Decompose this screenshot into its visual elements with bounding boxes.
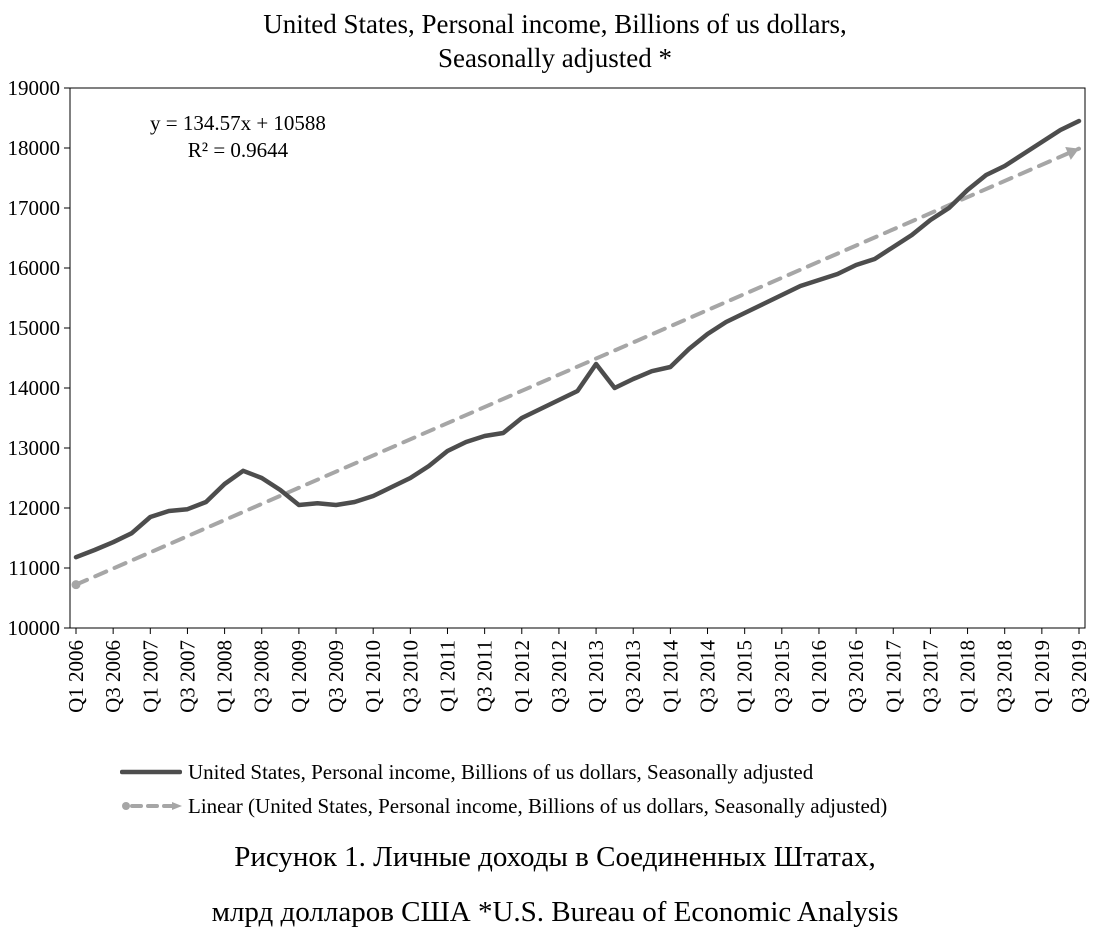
svg-text:11000: 11000 [8, 556, 60, 580]
legend-item-trend: Linear (United States, Personal income, … [120, 792, 887, 820]
svg-text:16000: 16000 [8, 256, 61, 280]
svg-text:19000: 19000 [8, 78, 61, 100]
svg-text:Q1 2008: Q1 2008 [213, 640, 237, 713]
chart-plot: 10000 11000 12000 13000 14000 15000 16000 17000… [0, 78, 1110, 753]
svg-text:Q1 2013: Q1 2013 [584, 640, 608, 713]
legend-label-series: United States, Personal income, Billions… [188, 760, 813, 785]
legend-item-series: United States, Personal income, Billions… [120, 758, 887, 786]
svg-text:Q3 2014: Q3 2014 [696, 640, 720, 713]
svg-text:Q3 2011: Q3 2011 [473, 640, 497, 712]
svg-text:Q1 2016: Q1 2016 [807, 640, 831, 713]
svg-text:Q3 2019: Q3 2019 [1067, 640, 1091, 713]
svg-text:Q3 2010: Q3 2010 [398, 640, 422, 713]
svg-text:Q1 2015: Q1 2015 [733, 640, 757, 713]
svg-text:Q1 2014: Q1 2014 [658, 640, 682, 713]
svg-text:Q1 2006: Q1 2006 [64, 640, 88, 713]
svg-text:Q3 2009: Q3 2009 [324, 640, 348, 713]
svg-text:Q1 2009: Q1 2009 [287, 640, 311, 713]
legend-swatch-dashed [120, 794, 182, 818]
svg-text:Q3 2016: Q3 2016 [844, 640, 868, 713]
svg-text:Q3 2018: Q3 2018 [993, 640, 1017, 713]
svg-text:Q1 2012: Q1 2012 [510, 640, 534, 713]
svg-text:13000: 13000 [8, 436, 61, 460]
svg-text:15000: 15000 [8, 316, 61, 340]
svg-text:Q3 2013: Q3 2013 [621, 640, 645, 713]
chart-legend: United States, Personal income, Billions… [120, 758, 887, 826]
svg-text:Q1 2010: Q1 2010 [361, 640, 385, 713]
chart-svg: 10000 11000 12000 13000 14000 15000 16000 17000… [0, 78, 1110, 748]
caption-line2: млрд долларов США *U.S. Bureau of Econom… [212, 896, 899, 928]
svg-text:Q3 2012: Q3 2012 [547, 640, 571, 713]
svg-text:Q3 2017: Q3 2017 [918, 640, 942, 713]
trendline-equation: y = 134.57x + 10588 R² = 0.9644 [150, 110, 326, 165]
svg-text:18000: 18000 [8, 136, 61, 160]
svg-text:Q1 2019: Q1 2019 [1030, 640, 1054, 713]
caption-line1: Рисунок 1. Личные доходы в Соединенных Ш… [234, 841, 876, 873]
svg-text:10000: 10000 [8, 616, 61, 640]
chart-title: United States, Personal income, Billions… [0, 8, 1110, 76]
svg-text:Q1 2018: Q1 2018 [956, 640, 980, 713]
svg-text:Q1 2007: Q1 2007 [138, 640, 162, 713]
svg-text:14000: 14000 [8, 376, 61, 400]
svg-text:17000: 17000 [8, 196, 61, 220]
equation-line2: R² = 0.9644 [188, 138, 288, 162]
legend-label-trend: Linear (United States, Personal income, … [188, 794, 887, 819]
figure-caption: Рисунок 1. Личные доходы в Соединенных Ш… [0, 830, 1110, 940]
svg-text:Q1 2017: Q1 2017 [881, 640, 905, 713]
svg-text:Q3 2015: Q3 2015 [770, 640, 794, 713]
svg-text:Q3 2006: Q3 2006 [101, 640, 125, 713]
equation-line1: y = 134.57x + 10588 [150, 111, 326, 135]
svg-text:12000: 12000 [8, 496, 61, 520]
legend-swatch-solid [120, 760, 182, 784]
svg-text:Q3 2008: Q3 2008 [250, 640, 274, 713]
svg-text:Q3 2007: Q3 2007 [175, 640, 199, 713]
chart-title-line1: United States, Personal income, Billions… [263, 9, 846, 39]
svg-text:Q1 2011: Q1 2011 [435, 640, 459, 712]
chart-title-line2: Seasonally adjusted * [438, 43, 672, 73]
page: United States, Personal income, Billions… [0, 0, 1110, 945]
